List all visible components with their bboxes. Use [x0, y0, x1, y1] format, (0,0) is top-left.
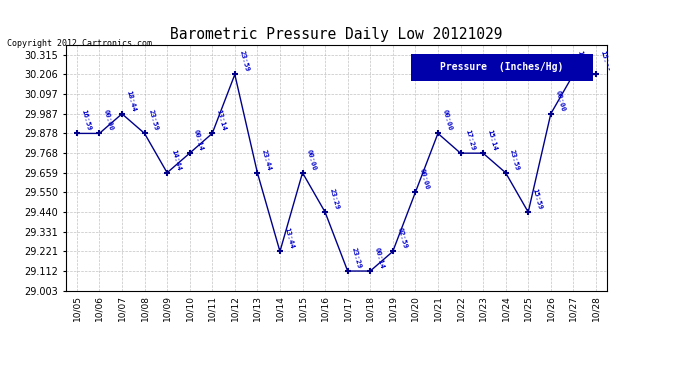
Text: 15:14: 15:14 — [486, 129, 498, 152]
Text: 00:00: 00:00 — [554, 89, 566, 112]
Text: 00:00: 00:00 — [442, 109, 453, 132]
Text: 23:44: 23:44 — [261, 148, 273, 171]
Text: 23:59: 23:59 — [238, 50, 250, 73]
Text: 00:14: 00:14 — [193, 129, 204, 152]
Text: Pressure  (Inches/Hg): Pressure (Inches/Hg) — [440, 63, 564, 72]
Text: 00:00: 00:00 — [103, 109, 115, 132]
Text: 23:59: 23:59 — [509, 148, 520, 171]
Text: 14:44: 14:44 — [170, 148, 182, 171]
Text: 15:59: 15:59 — [531, 188, 543, 210]
Text: 00:14: 00:14 — [373, 246, 385, 269]
Text: 23:59: 23:59 — [148, 109, 159, 132]
Text: 23:29: 23:29 — [328, 188, 340, 210]
Text: 00:00: 00:00 — [419, 168, 430, 190]
Text: 13:44: 13:44 — [284, 227, 295, 250]
Text: Copyright 2012 Cartronics.com: Copyright 2012 Cartronics.com — [7, 39, 152, 48]
Text: 15:--: 15:-- — [600, 50, 611, 73]
Text: 18:44: 18:44 — [126, 89, 137, 112]
Text: 00:00: 00:00 — [306, 148, 317, 171]
Text: 02:59: 02:59 — [396, 227, 408, 250]
Text: 13:14: 13:14 — [216, 109, 227, 132]
Text: 23:29: 23:29 — [351, 246, 362, 269]
Title: Barometric Pressure Daily Low 20121029: Barometric Pressure Daily Low 20121029 — [170, 27, 502, 42]
Text: 16:59: 16:59 — [80, 109, 92, 132]
Text: 17:29: 17:29 — [464, 129, 475, 152]
Text: 16:29: 16:29 — [577, 50, 588, 73]
